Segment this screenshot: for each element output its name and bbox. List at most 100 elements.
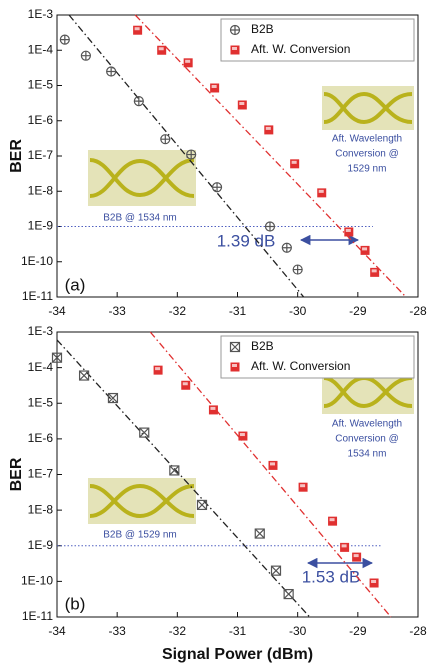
marker-shape bbox=[170, 466, 179, 475]
point bbox=[198, 500, 207, 509]
x-tick-label: -30 bbox=[289, 304, 307, 318]
point bbox=[317, 188, 326, 197]
marker-shape bbox=[159, 47, 164, 50]
y-tick-label: 1E-5 bbox=[28, 395, 54, 409]
marker-shape bbox=[354, 554, 359, 557]
point bbox=[231, 46, 240, 55]
marker-shape bbox=[330, 518, 335, 521]
point bbox=[157, 46, 166, 55]
annotation: Aft. Wavelength bbox=[332, 419, 402, 430]
point bbox=[268, 461, 277, 470]
x-axis-label: Signal Power (dBm) bbox=[162, 646, 313, 663]
point bbox=[370, 268, 379, 277]
point bbox=[60, 35, 69, 44]
point bbox=[238, 100, 247, 109]
marker-shape bbox=[342, 544, 347, 547]
marker-shape bbox=[210, 407, 215, 410]
x-tick-label: -28 bbox=[409, 624, 427, 638]
y-tick-label: 1E-7 bbox=[28, 148, 54, 162]
y-tick-label: 1E-10 bbox=[21, 574, 53, 588]
annotation: B2B @ 1534 nm bbox=[103, 213, 177, 224]
x-tick-label: -29 bbox=[349, 304, 367, 318]
y-tick-label: 1E-9 bbox=[28, 538, 54, 552]
x-tick-label: -32 bbox=[169, 304, 187, 318]
marker-shape bbox=[184, 58, 193, 67]
point bbox=[361, 246, 370, 255]
point bbox=[187, 150, 196, 159]
eye-inset bbox=[322, 86, 414, 130]
x-tick-label: -31 bbox=[229, 304, 247, 318]
legend-label: B2B bbox=[251, 22, 274, 36]
x-tick-label: -33 bbox=[108, 624, 126, 638]
marker-shape bbox=[284, 590, 293, 599]
marker-shape bbox=[232, 364, 237, 367]
point bbox=[238, 432, 247, 441]
point bbox=[81, 51, 90, 60]
point bbox=[107, 67, 116, 76]
point bbox=[209, 405, 218, 414]
annotation: B2B @ 1529 nm bbox=[103, 530, 177, 541]
eye-inset bbox=[88, 150, 196, 206]
point bbox=[282, 243, 291, 252]
point bbox=[290, 159, 299, 168]
point bbox=[210, 83, 219, 92]
marker-shape bbox=[232, 47, 237, 50]
y-axis-label: BER bbox=[8, 139, 25, 173]
marker-shape bbox=[292, 161, 297, 164]
y-tick-label: 1E-8 bbox=[28, 183, 54, 197]
annotation: Aft. Wavelength bbox=[332, 134, 402, 145]
point bbox=[328, 517, 337, 526]
point bbox=[340, 543, 349, 552]
point bbox=[80, 371, 89, 380]
y-tick-label: 1E-8 bbox=[28, 502, 54, 516]
point bbox=[170, 466, 179, 475]
point bbox=[264, 125, 273, 134]
marker-shape bbox=[239, 102, 244, 105]
legend-label: B2B bbox=[251, 339, 274, 353]
marker-shape bbox=[255, 529, 264, 538]
point bbox=[154, 366, 163, 375]
marker-shape bbox=[346, 229, 351, 232]
y-tick-label: 1E-10 bbox=[21, 254, 53, 268]
marker-shape bbox=[300, 484, 305, 487]
marker-shape bbox=[198, 500, 207, 509]
y-tick-label: 1E-5 bbox=[28, 78, 54, 92]
marker-shape bbox=[372, 269, 377, 272]
marker-shape bbox=[80, 371, 89, 380]
y-tick-label: 1E-11 bbox=[22, 609, 53, 623]
point bbox=[213, 183, 222, 192]
marker-shape bbox=[240, 433, 245, 436]
point bbox=[133, 26, 142, 35]
point bbox=[255, 529, 264, 538]
y-tick-label: 1E-4 bbox=[28, 360, 54, 374]
panel-label: (b) bbox=[65, 594, 86, 613]
y-axis-label: BER bbox=[8, 457, 25, 491]
marker-shape bbox=[212, 85, 217, 88]
x-tick-label: -32 bbox=[169, 624, 187, 638]
marker-shape bbox=[135, 27, 140, 30]
marker-shape bbox=[272, 566, 281, 575]
marker-shape bbox=[185, 60, 190, 63]
point bbox=[161, 135, 170, 144]
point bbox=[140, 428, 149, 437]
legend-label: Aft. W. Conversion bbox=[251, 359, 350, 373]
annotation: 1.53 dB bbox=[302, 567, 361, 586]
marker-shape bbox=[319, 190, 324, 193]
point bbox=[272, 566, 281, 575]
x-tick-label: -28 bbox=[409, 304, 427, 318]
x-tick-label: -31 bbox=[229, 624, 247, 638]
point bbox=[284, 590, 293, 599]
marker-shape bbox=[155, 367, 160, 370]
point bbox=[134, 97, 143, 106]
marker-shape bbox=[371, 580, 376, 583]
y-tick-label: 1E-6 bbox=[28, 113, 54, 127]
y-tick-label: 1E-3 bbox=[28, 7, 54, 21]
annotation: Conversion @ bbox=[335, 149, 399, 160]
point bbox=[184, 58, 193, 67]
point bbox=[231, 363, 240, 372]
point bbox=[299, 483, 308, 492]
point bbox=[352, 553, 361, 562]
x-tick-label: -29 bbox=[349, 624, 367, 638]
point bbox=[344, 227, 353, 236]
point bbox=[293, 265, 302, 274]
